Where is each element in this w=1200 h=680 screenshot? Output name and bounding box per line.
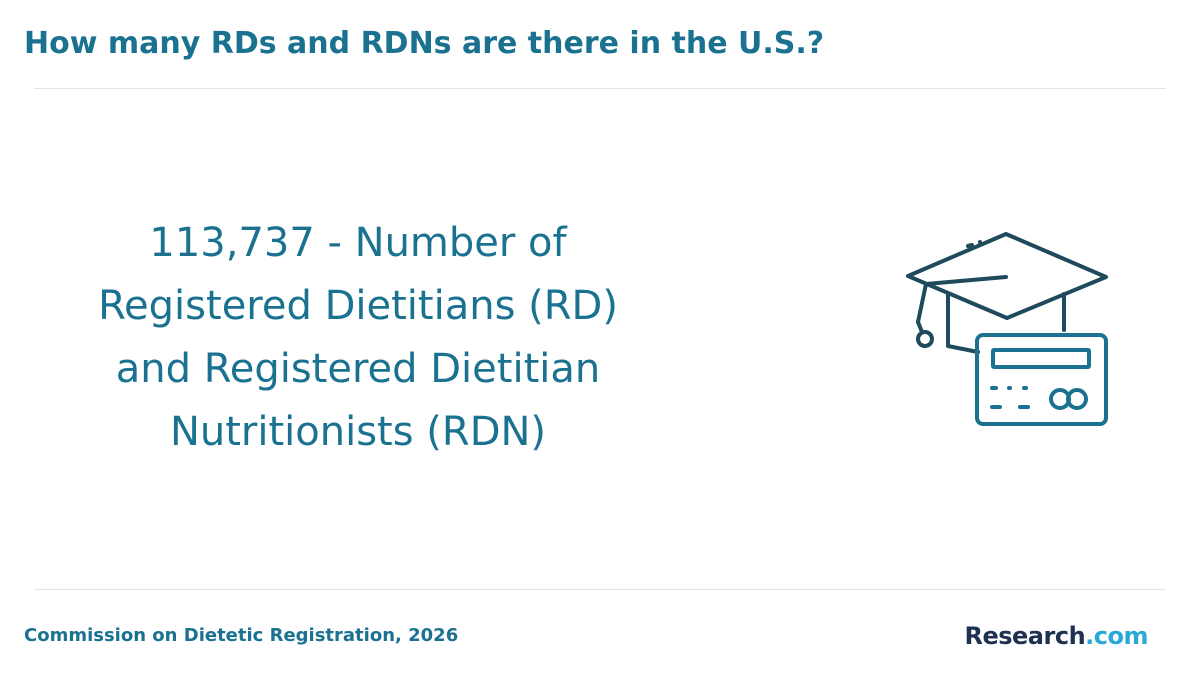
cap-tassel-line (916, 275, 1008, 324)
footer-divider (34, 589, 1166, 590)
card-bar (991, 348, 1091, 369)
cap-board (906, 232, 1108, 320)
cap-skull (946, 292, 980, 354)
cap-tassel-knob (916, 330, 934, 348)
page-title: How many RDs and RDNs are there in the U… (24, 26, 825, 61)
source-citation: Commission on Dietetic Registration, 202… (24, 625, 459, 646)
statistic-statement: 113,737 - Number of Registered Dietitian… (98, 220, 618, 455)
research-com-logo: Research.com (964, 620, 1148, 652)
header-divider (34, 88, 1166, 89)
credential-card (975, 333, 1108, 426)
logo-tld: .com (1085, 622, 1148, 650)
logo-brand: Research (964, 622, 1086, 650)
graduation-cap-credential-card-icon (900, 226, 1112, 432)
